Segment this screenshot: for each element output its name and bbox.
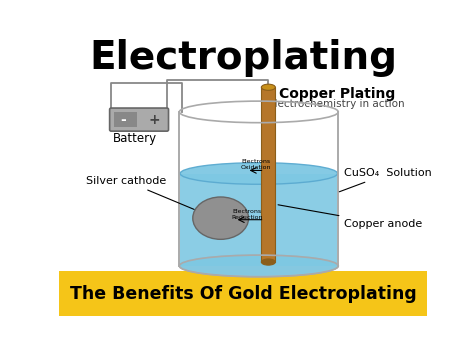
Text: Electrons: Electrons	[241, 159, 271, 164]
Bar	[59, 271, 427, 316]
Text: Silver cathode: Silver cathode	[86, 176, 194, 209]
Text: Electroplating: Electroplating	[89, 39, 397, 77]
Ellipse shape	[261, 259, 275, 265]
Text: Copper anode: Copper anode	[278, 205, 423, 229]
Text: CuSO₄  Solution: CuSO₄ Solution	[339, 169, 432, 192]
Text: Oxidation: Oxidation	[241, 165, 271, 170]
Bar	[113, 112, 137, 127]
Text: -: -	[120, 113, 126, 127]
Text: Reduction: Reduction	[231, 215, 263, 220]
Ellipse shape	[193, 197, 248, 239]
Text: The Benefits Of Gold Electroplating: The Benefits Of Gold Electroplating	[70, 285, 416, 302]
Ellipse shape	[180, 163, 337, 184]
Text: Electrochemistry in action: Electrochemistry in action	[268, 99, 405, 109]
FancyBboxPatch shape	[109, 108, 169, 131]
Ellipse shape	[179, 255, 338, 277]
Text: +: +	[149, 113, 161, 127]
Text: Copper Plating: Copper Plating	[279, 87, 395, 101]
Bar	[261, 87, 275, 262]
Text: Battery: Battery	[113, 132, 157, 144]
Bar	[180, 174, 337, 266]
Text: Electrons: Electrons	[233, 209, 262, 214]
Ellipse shape	[180, 256, 337, 276]
Ellipse shape	[261, 84, 275, 90]
